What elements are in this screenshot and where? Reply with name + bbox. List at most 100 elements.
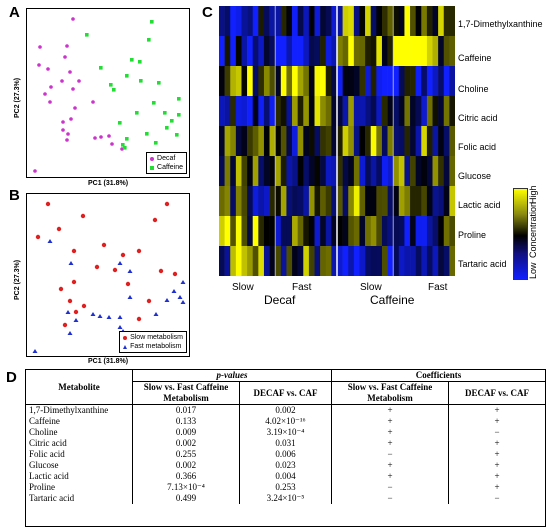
heatmap-cell [219,36,225,67]
table-subheader-row: Slow vs. Fast Caffeine Metabolism DECAF … [26,381,546,405]
panel-label-b: B [9,187,20,204]
heatmap-cell [303,156,310,187]
heatmap-cell [410,36,416,67]
circle-marker-icon [150,156,155,161]
fast-point [153,312,159,316]
table-row: Folic acid 0.255 0.006− + [25,449,546,460]
caffeine-point [118,121,122,125]
heatmap-cell [443,186,450,217]
heatmap-cell [292,126,298,157]
heatmap-cell [263,66,270,97]
heatmap-cell [235,66,242,97]
heatmap-cell [275,246,282,276]
heatmap-cell [438,156,445,187]
coef-decaf-caf-cell: + [448,482,546,493]
heatmap-cell [331,156,338,187]
heatmap-cell [269,216,276,247]
heatmap-cell [421,6,428,37]
slow-point [81,303,87,309]
heatmap-cell [426,36,433,67]
heatmap-cell [263,126,270,157]
heatmap-cell [348,126,355,157]
caffeine-point [157,81,161,85]
heatmap-cell [370,36,377,67]
heatmap-cell [421,216,428,247]
heatmap-cell [353,246,360,276]
heatmap-cell [404,66,411,97]
heatmap-cell [449,156,455,187]
heatmap-cell [247,126,254,157]
heatmap-group-caffeine: Caffeine [370,293,415,307]
heatmap-cell [325,246,332,276]
heatmap-cell [438,96,445,127]
heatmap-cell [241,6,248,37]
heatmap-cell [331,186,338,217]
decaf-point [93,136,97,140]
heatmap-row-label: Caffeine [458,53,492,63]
heatmap-cell [286,216,293,247]
heatmap-cell [230,156,237,187]
slow-point [67,298,73,304]
decaf-point [46,67,50,71]
heatmap-cell [308,36,315,67]
heatmap-cell [297,216,304,247]
heatmap-cell [314,96,321,127]
heatmap-cell [443,36,450,67]
heatmap-cell [280,36,287,67]
heatmap-cell [342,186,349,217]
heatmap-cell [443,246,450,276]
heatmap-cell [219,186,225,217]
pvalue-decaf-caf-cell: 0.031 [239,438,332,449]
heatmap-cell [263,186,270,217]
heatmap-cell [320,246,327,276]
decaf-point [43,92,47,96]
pvalue-slow-fast-cell: 0.017 [132,404,240,416]
heatmap-cell [353,36,360,67]
heatmap-cell [376,36,383,67]
caffeine-point [150,20,154,24]
heatmap-cell [263,6,270,37]
caffeine-point [145,132,149,136]
heatmap-cell [381,6,388,37]
heatmap-cell [275,216,282,247]
slow-point [120,252,126,258]
heatmap-cell [303,66,310,97]
heatmap-cell [381,96,388,127]
heatmap-cell [247,186,254,217]
heatmap-cell [280,96,287,127]
slow-point [152,217,158,223]
square-marker-icon [150,165,155,170]
heatmap-cell [314,126,321,157]
caffeine-point [163,111,167,115]
heatmap-row-label: Proline [458,230,487,240]
heatmap-cell [449,6,455,37]
heatmap-cell [280,216,287,247]
heatmap-cell [252,66,259,97]
heatmap-cell [235,246,242,276]
heatmap-cell [426,156,433,187]
table-row: Lactic acid 0.366 0.004 + + [25,471,546,482]
heatmap-cell [410,96,416,127]
heatmap-sublabel-fast-caffeine: Fast [428,282,448,293]
heatmap-cell [359,66,366,97]
heatmap-cell [320,66,327,97]
heatmap-cell [398,6,405,37]
heatmap-cell [286,246,293,276]
heatmap-cell [331,66,338,97]
heatmap-colorbar [513,188,528,280]
heatmap-cell [449,36,455,67]
heatmap-cell [263,96,270,127]
heatmap-cell [219,66,225,97]
heatmap-cell [303,246,310,276]
heatmap-cell [370,96,377,127]
heatmap-cell [359,6,366,37]
legend-label: Caffeine [157,164,183,171]
heatmap-cell [297,186,304,217]
decaf-point [99,135,103,139]
heatmap-cell [443,96,450,127]
heatmap-cell [241,126,248,157]
heatmap-cell [410,246,416,276]
heatmap-cell [325,156,332,187]
circle-marker-icon [123,335,128,340]
heatmap-cell [286,66,293,97]
